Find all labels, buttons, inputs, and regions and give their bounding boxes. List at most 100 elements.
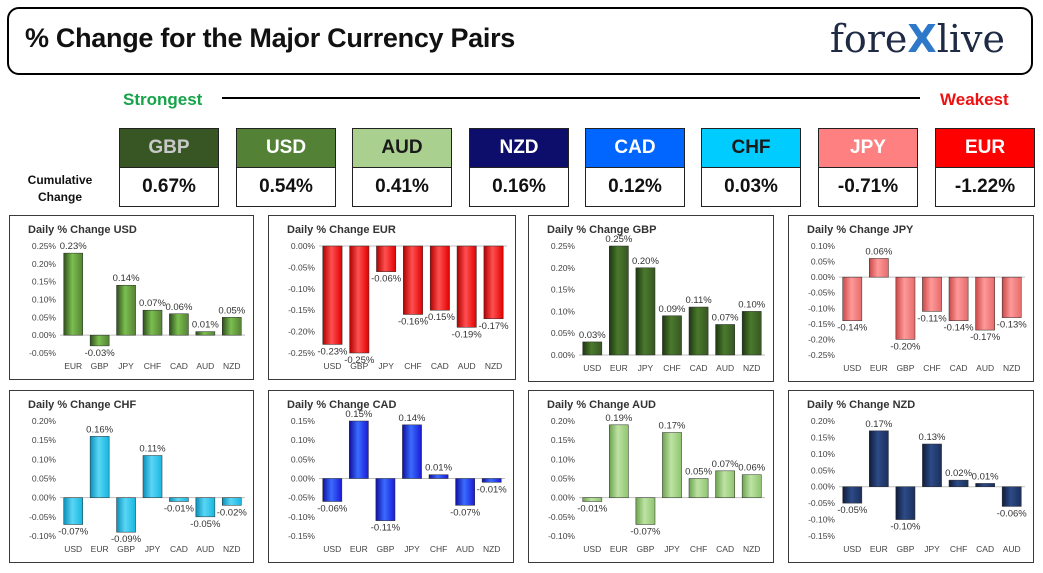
y-tick-label: 0.10% xyxy=(32,454,57,464)
y-tick-label: 0.00% xyxy=(291,241,316,251)
y-tick-label: 0.00% xyxy=(32,493,57,503)
x-category-label: AUD xyxy=(716,363,734,373)
y-tick-label: -0.10% xyxy=(29,531,56,541)
currency-value-jpy: -0.71% xyxy=(818,168,918,207)
data-label: 0.05% xyxy=(685,467,712,478)
currency-header-aud: AUD xyxy=(352,128,452,168)
x-category-label: CAD xyxy=(170,544,188,554)
data-label: -0.20% xyxy=(890,341,921,352)
data-label: 0.17% xyxy=(659,421,686,432)
data-label: 0.14% xyxy=(113,273,140,284)
chart-svg: Daily % Change GBP0.25%0.20%0.15%0.10%0.… xyxy=(547,224,766,373)
bar-gbp xyxy=(635,497,656,525)
y-tick-label: -0.10% xyxy=(808,515,835,525)
data-label: 0.05% xyxy=(218,305,245,316)
bar-chf xyxy=(142,309,163,336)
y-tick-label: 0.00% xyxy=(291,474,316,484)
data-label: 0.06% xyxy=(865,246,892,257)
y-tick-label: -0.25% xyxy=(808,350,835,360)
chart-svg: Daily % Change EUR 0.00% -0.05% -0.10% -0.15… xyxy=(287,224,509,371)
y-tick-label: -0.05% xyxy=(288,493,315,503)
chart-cad: Daily % Change CAD 0.15% 0.10% 0.05% 0.00% -0… xyxy=(268,390,514,563)
x-category-label: GBP xyxy=(896,363,914,373)
data-label: -0.23% xyxy=(317,346,348,357)
y-tick-label: -0.15% xyxy=(808,319,835,329)
y-tick-label: 0.10% xyxy=(551,306,576,316)
y-tick-label: -0.10% xyxy=(288,512,315,522)
bar-aud xyxy=(715,324,735,356)
logo-text-b: live xyxy=(936,17,1005,61)
x-category-label: EUR xyxy=(610,544,628,554)
bar-cad xyxy=(715,470,735,498)
bar-usd xyxy=(322,478,343,502)
bar-usd xyxy=(842,276,863,321)
currency-header-eur: EUR xyxy=(935,128,1035,168)
data-label: 0.17% xyxy=(865,419,892,430)
data-label: 0.07% xyxy=(139,298,166,309)
y-tick-label: 0.25% xyxy=(32,241,57,251)
data-label: -0.01% xyxy=(164,504,195,515)
chart-title: Daily % Change AUD xyxy=(547,399,656,411)
y-tick-label: 0.20% xyxy=(551,416,576,426)
bar-aud xyxy=(195,331,216,336)
header-banner: % Change for the Major Currency Pairs fo… xyxy=(7,7,1033,75)
chart-usd: Daily % Change USD 0.25% 0.20% 0.15% 0.10% 0.… xyxy=(9,215,254,380)
x-category-label: GBP xyxy=(117,544,135,554)
bar-nzd xyxy=(741,474,762,498)
data-label: 0.10% xyxy=(738,299,765,310)
bar-cad xyxy=(169,313,189,336)
y-tick-label: -0.05% xyxy=(808,498,835,508)
data-label: -0.01% xyxy=(577,504,608,515)
x-category-label: USD xyxy=(583,363,601,373)
cumulative-label-line2: Change xyxy=(37,190,82,204)
y-tick-label: 0.00% xyxy=(551,493,576,503)
bar-nzd xyxy=(1001,276,1022,318)
bar-chf xyxy=(403,245,423,315)
bar-cad xyxy=(688,306,709,356)
data-label: -0.19% xyxy=(452,329,483,340)
currency-value-usd: 0.54% xyxy=(236,168,336,207)
data-label: -0.14% xyxy=(837,323,868,334)
x-category-label: EUR xyxy=(870,544,888,554)
x-category-label: NZD xyxy=(485,361,502,371)
y-tick-label: 0.20% xyxy=(811,416,836,426)
y-tick-label: 0.05% xyxy=(551,328,576,338)
bar-gbp xyxy=(349,245,370,354)
currency-header-chf: CHF xyxy=(701,128,801,168)
data-label: -0.14% xyxy=(944,323,975,334)
currency-header-usd: USD xyxy=(236,128,336,168)
x-category-label: USD xyxy=(323,544,341,554)
y-tick-label: -0.20% xyxy=(288,327,315,337)
data-label: 0.01% xyxy=(972,471,999,482)
data-label: -0.16% xyxy=(398,316,429,327)
strongest-label: Strongest xyxy=(123,90,203,109)
y-tick-label: -0.05% xyxy=(288,262,315,272)
x-category-label: EUR xyxy=(870,363,888,373)
bar-gbp xyxy=(895,486,916,520)
x-category-label: GBP xyxy=(91,361,109,371)
data-label: 0.14% xyxy=(399,413,426,424)
y-tick-label: 0.05% xyxy=(811,465,836,475)
chart-chf: Daily % Change CHF 0.20% 0.15% 0.10% 0.05% 0.… xyxy=(9,390,254,563)
x-category-label: CHF xyxy=(950,544,967,554)
y-tick-label: -0.15% xyxy=(288,305,315,315)
logo-text-a: fore xyxy=(829,17,908,61)
data-label: 0.19% xyxy=(605,413,632,424)
y-tick-label: 0.05% xyxy=(291,454,316,464)
data-label: -0.25% xyxy=(344,355,375,366)
x-category-label: USD xyxy=(843,363,861,373)
x-category-label: NZD xyxy=(1003,363,1020,373)
x-category-label: CAD xyxy=(431,361,449,371)
y-tick-label: 0.10% xyxy=(291,435,316,445)
x-category-label: USD xyxy=(323,361,341,371)
y-tick-label: 0.15% xyxy=(551,285,576,295)
data-label: -0.05% xyxy=(190,519,221,530)
x-category-label: AUD xyxy=(196,544,214,554)
data-label: 0.07% xyxy=(712,312,739,323)
data-label: -0.07% xyxy=(58,527,89,538)
data-label: 0.02% xyxy=(945,468,972,479)
chart-svg: Daily % Change USD 0.25% 0.20% 0.15% 0.10% 0.… xyxy=(28,224,246,371)
x-category-label: CAD xyxy=(976,544,994,554)
y-tick-label: 0.15% xyxy=(291,416,316,426)
y-tick-label: -0.10% xyxy=(548,531,575,541)
